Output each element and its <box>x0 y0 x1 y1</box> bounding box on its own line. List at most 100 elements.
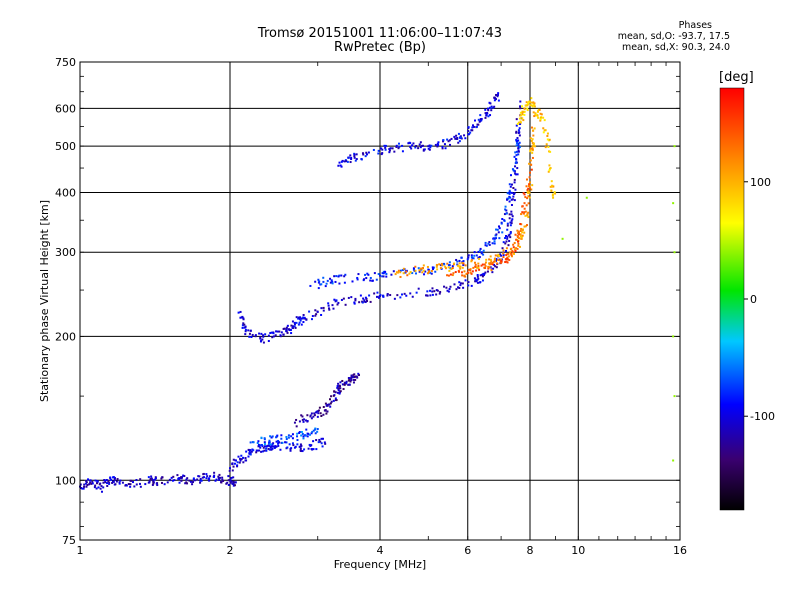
data-point <box>526 213 529 216</box>
scatter-point <box>286 446 289 449</box>
scatter-point <box>325 404 328 407</box>
scatter-point <box>339 381 342 384</box>
scatter-point <box>479 247 482 250</box>
scatter-point <box>527 101 530 104</box>
scatter-point <box>510 198 513 201</box>
scatter-point <box>448 287 451 290</box>
scatter-point <box>248 452 251 455</box>
scatter-point <box>472 257 475 260</box>
scatter-point <box>448 269 451 272</box>
scatter-point <box>294 326 297 329</box>
scatter-point <box>109 476 112 479</box>
scatter-point <box>201 476 204 479</box>
scatter-point <box>539 117 542 120</box>
scatter-point <box>285 435 288 438</box>
scatter-point <box>518 117 521 120</box>
scatter-point <box>320 414 323 417</box>
scatter-point <box>382 272 385 275</box>
scatter-point <box>205 473 208 476</box>
scatter-point <box>353 156 356 159</box>
data-point <box>529 171 531 174</box>
scatter-point <box>97 486 100 489</box>
scatter-point <box>310 448 313 451</box>
scatter-point <box>275 330 278 333</box>
scatter-point <box>265 445 268 448</box>
scatter-point <box>338 161 341 164</box>
scatter-point <box>338 392 341 395</box>
scatter-point <box>461 266 464 269</box>
scatter-point <box>249 449 252 452</box>
scatter-point <box>112 480 115 483</box>
scatter-point <box>244 326 247 329</box>
scatter-point <box>305 318 308 321</box>
scatter-point <box>438 263 441 266</box>
scatter-point <box>260 450 263 453</box>
scatter-point <box>533 102 536 105</box>
scatter-point <box>295 321 298 324</box>
scatter-point <box>306 414 309 417</box>
data-point <box>316 310 319 313</box>
scatter-point <box>551 184 554 187</box>
scatter-point <box>384 144 387 147</box>
scatter-point <box>353 153 356 156</box>
scatter-point <box>543 119 546 122</box>
scatter-point <box>521 211 524 214</box>
scatter-point <box>251 333 254 336</box>
scatter-point <box>408 272 411 275</box>
scatter-point <box>233 484 236 487</box>
scatter-point <box>288 328 291 331</box>
scatter-point <box>95 482 98 485</box>
scatter-point <box>107 479 110 482</box>
scatter-point <box>440 262 443 265</box>
scatter-point <box>516 235 519 238</box>
scatter-point <box>500 222 503 225</box>
scatter-point <box>344 159 347 162</box>
scatter-point <box>530 97 533 100</box>
scatter-point <box>449 267 452 270</box>
scatter-point <box>410 147 413 150</box>
data-point <box>350 379 353 382</box>
scatter-point <box>249 453 252 456</box>
data-point <box>529 181 531 184</box>
scatter-point <box>364 273 367 276</box>
scatter-point <box>377 149 380 152</box>
scatter-point <box>525 178 528 181</box>
scatter-point <box>475 269 478 272</box>
scatter-point <box>462 263 465 266</box>
scatter-point <box>336 386 339 389</box>
scatter-point <box>483 266 486 269</box>
scatter-point <box>262 446 265 449</box>
scatter-point <box>242 317 245 320</box>
scatter-point <box>477 266 480 269</box>
scatter-point <box>112 476 115 479</box>
scatter-point <box>230 480 233 483</box>
scatter-point <box>546 134 549 137</box>
scatter-point <box>286 331 289 334</box>
y-tick-label: 200 <box>55 330 76 343</box>
scatter-point <box>476 281 479 284</box>
scatter-point <box>464 279 467 282</box>
scatter-point <box>299 316 302 319</box>
scatter-point <box>311 430 314 433</box>
scatter-point <box>106 482 109 485</box>
scatter-point <box>474 280 477 283</box>
scatter-point <box>496 228 499 231</box>
scatter-point <box>261 445 264 448</box>
scatter-point <box>260 436 263 439</box>
data-point <box>316 428 319 431</box>
scatter-point <box>348 383 351 386</box>
scatter-point <box>192 477 195 480</box>
scatter-point <box>516 173 519 176</box>
scatter-point <box>232 465 235 468</box>
scatter-point <box>531 156 534 159</box>
scatter-point <box>537 116 540 119</box>
scatter-point <box>444 267 447 270</box>
scatter-point <box>135 479 138 482</box>
scatter-point <box>331 304 334 307</box>
data-point <box>673 395 676 398</box>
scatter-point <box>524 214 527 217</box>
scatter-point <box>494 265 497 268</box>
scatter-point <box>333 390 336 393</box>
scatter-point <box>551 193 554 196</box>
scatter-point <box>429 271 432 274</box>
